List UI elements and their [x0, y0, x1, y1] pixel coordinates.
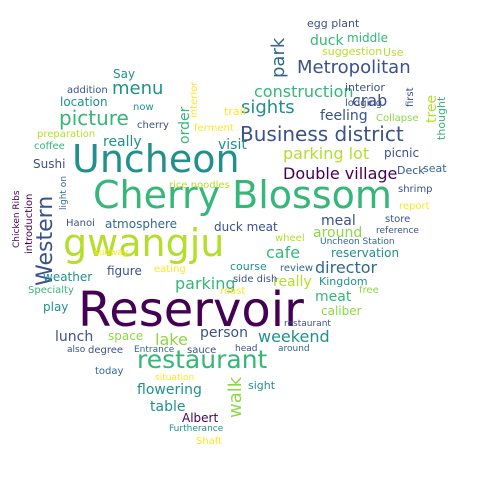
word-interior: interior — [345, 81, 385, 94]
word-space: space — [108, 329, 144, 343]
word-collapse: Collapse — [376, 113, 419, 124]
word-reference: reference — [376, 226, 419, 236]
word-store: store — [385, 214, 411, 225]
word-parking-lot: parking lot — [283, 144, 370, 163]
word-rice-noodles: rice noodles — [169, 180, 230, 191]
word-table: table — [150, 399, 186, 415]
word-seat: seat — [423, 162, 447, 175]
word-sushi: Sushi — [33, 157, 66, 171]
word-business-district: Business district — [240, 122, 404, 146]
word-addition: addition — [67, 85, 108, 96]
word-shrimp: shrimp — [398, 184, 433, 195]
word-weather: weather — [43, 270, 93, 284]
word-kingdom: Kingdom — [319, 275, 368, 288]
word-restaurant-2: restaurant — [284, 319, 331, 329]
word-free: free — [359, 285, 379, 296]
word-flowering: flowering — [137, 382, 202, 398]
word-also: also — [67, 345, 86, 355]
word-thought: thought — [435, 96, 448, 140]
word-park: park — [268, 37, 289, 78]
word-construction: construction — [254, 82, 354, 101]
word-person: person — [200, 325, 248, 341]
word-around-2: around — [278, 344, 310, 354]
word-cherry: cherry — [137, 120, 169, 131]
word-meat: meat — [315, 289, 352, 305]
word-light-on: light on — [59, 175, 69, 210]
word-restaurant: restaurant — [137, 345, 268, 374]
word-director: director — [315, 258, 378, 277]
word-furtherance: Furtherance — [169, 424, 224, 434]
word-sights: sights — [241, 97, 295, 118]
word-specialty: Specialty — [28, 285, 74, 296]
word-hanoi: Hanoi — [66, 218, 95, 229]
word-parking: parking — [175, 274, 236, 293]
word-review: review — [280, 263, 314, 274]
word-egg-plant: egg plant — [307, 17, 360, 30]
word-gwangju: gwangju — [63, 221, 225, 265]
word-use: Use — [383, 46, 404, 59]
word-caliber: caliber — [321, 304, 362, 318]
word-entrance: Entrance — [134, 345, 175, 355]
word-shaft: Shaft — [196, 436, 223, 447]
word-introduction: introduction — [24, 193, 35, 254]
word-walk: walk — [225, 376, 246, 418]
word-coffee: coffee — [34, 141, 65, 152]
word-subway: subway — [94, 248, 129, 258]
word-uncheon: Uncheon — [72, 137, 240, 181]
word-first: first — [405, 87, 416, 107]
word-report: report — [399, 201, 430, 212]
word-really: really — [103, 134, 142, 150]
word-weekend: weekend — [258, 327, 330, 346]
word-deck: Deck — [397, 164, 425, 177]
word-eating: eating — [154, 264, 186, 275]
word-preparation: preparation — [37, 129, 96, 140]
word-play: play — [43, 300, 69, 314]
word-figure: figure — [107, 264, 142, 278]
word-course: course — [230, 260, 267, 273]
word-lodging: lodging — [345, 98, 383, 109]
word-cafe: cafe — [266, 243, 301, 262]
word-wheel: wheel — [275, 233, 305, 244]
word-degree: degree — [88, 345, 124, 356]
word-meal: meal — [321, 213, 356, 229]
word-albert: Albert — [182, 411, 219, 425]
word-crab: crab — [352, 91, 388, 110]
word-duck-meat: duck meat — [214, 220, 278, 234]
word-duck: duck — [310, 33, 344, 49]
word-really-2: really — [273, 274, 312, 290]
word-metropolitan: Metropolitan — [297, 57, 411, 78]
word-reservation: reservation — [331, 246, 400, 260]
word-situation: situation — [155, 373, 195, 383]
word-middle: middle — [347, 31, 388, 45]
word-picture: picture — [59, 106, 129, 130]
word-feeling: feeling — [320, 108, 368, 124]
word-today: today — [95, 366, 124, 377]
word-cherry-blossom: Cherry Blossom — [93, 173, 392, 217]
word-uncheon-station: Uncheon Station — [320, 237, 395, 247]
word-atmosphere: atmosphere — [105, 217, 177, 231]
word-ferment: ferment — [194, 123, 234, 134]
word-say: Say — [113, 67, 136, 81]
word-head: head — [235, 344, 258, 354]
word-roast: roast — [220, 286, 246, 297]
word-visit: visit — [218, 137, 247, 153]
word-lunch: lunch — [55, 329, 94, 345]
word-interior-2: interior — [189, 81, 200, 118]
word-menu: menu — [112, 78, 164, 99]
word-side-dish: side dish — [233, 274, 278, 285]
word-sauce: sauce — [187, 345, 217, 356]
word-picnic: picnic — [384, 146, 420, 160]
word-trail: trail — [224, 105, 246, 118]
word-around: around — [313, 225, 363, 241]
word-reservoir: Reservoir — [78, 282, 304, 338]
word-lake: lake — [155, 330, 188, 349]
word-suggestion: suggestion — [322, 45, 383, 58]
word-now: now — [133, 102, 154, 113]
word-sight: sight — [248, 379, 276, 392]
word-chicken-ribs: Chicken Ribs — [12, 190, 22, 248]
word-location: location — [60, 95, 108, 109]
word-double-village: Double village — [283, 164, 398, 183]
